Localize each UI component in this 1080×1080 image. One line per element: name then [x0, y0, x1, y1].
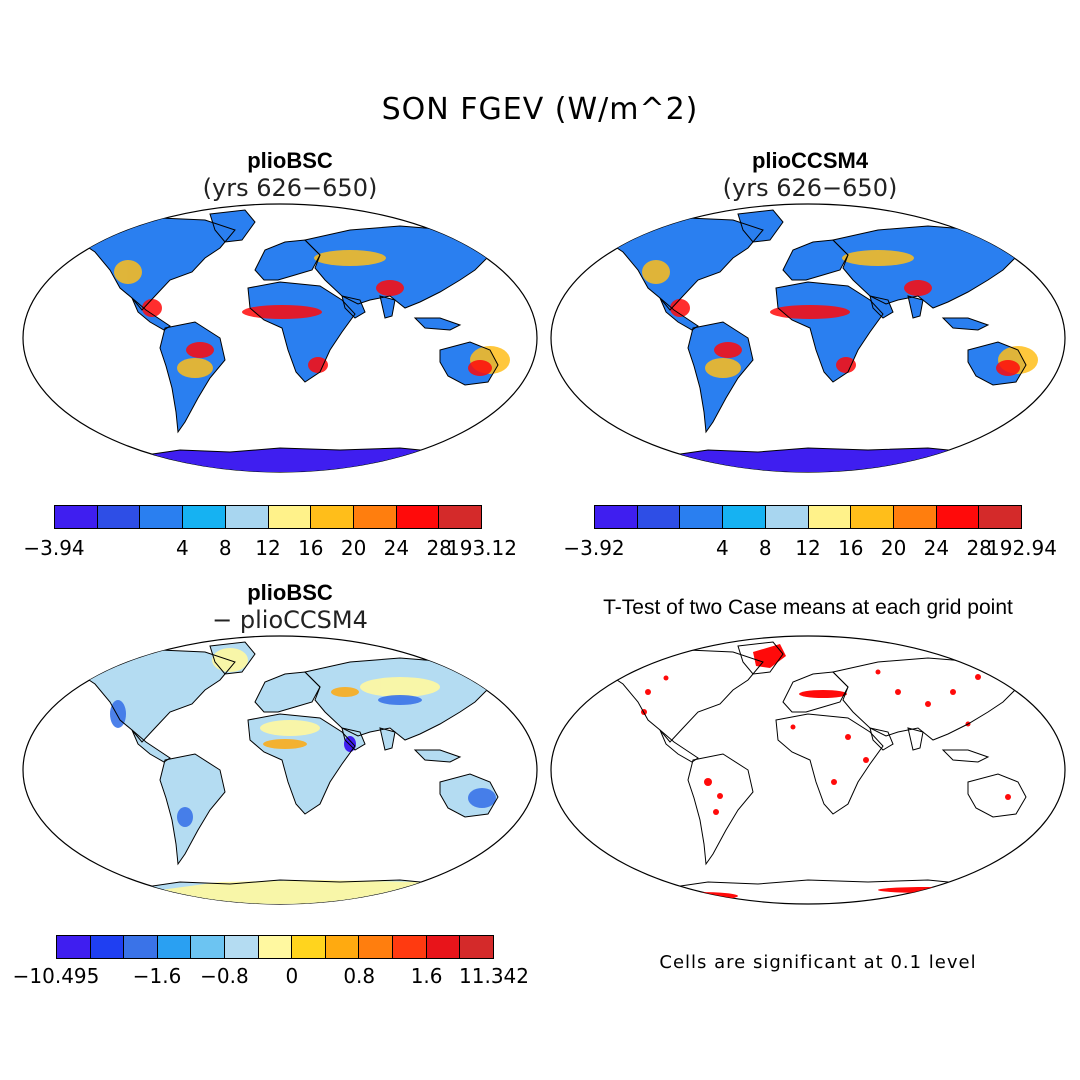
colorbar-tick-label: −10.495	[12, 964, 100, 988]
colorbar-swatch	[157, 936, 192, 958]
colorbar-swatch	[225, 936, 259, 958]
panel-title-ccsm4: plioCCSM4	[751, 148, 869, 173]
colorbar-labels-diff: −10.495 −1.6 −0.8 0 0.8 1.6 11.342	[13, 964, 529, 988]
colorbar-swatch	[97, 506, 141, 528]
colorbar-swatch	[723, 506, 766, 528]
colorbar-swatch	[359, 936, 394, 958]
panel-subtitle-diff: − plioCCSM4	[212, 606, 368, 634]
colorbar-tick-label: 28	[966, 536, 992, 560]
colorbar-tick-label: 4	[716, 536, 729, 560]
colorbar-ccsm4	[594, 505, 1022, 529]
colorbar-swatch	[426, 936, 461, 958]
colorbar-swatch	[325, 936, 360, 958]
colorbar-labels-ccsm4: −3.92 4 8 12 16 20 24 28 192.94	[563, 536, 1057, 560]
colorbar-tick-label: 12	[795, 536, 821, 560]
colorbar-tick-label: 11.342	[459, 964, 529, 988]
colorbar-tick-label: −0.8	[200, 964, 249, 988]
colorbar-swatch	[595, 506, 638, 528]
colorbar-labels-bsc: −3.94 4 8 12 16 20 24 28 193.12	[23, 536, 517, 560]
colorbar-tick-label: 20	[880, 536, 907, 560]
colorbar-swatch	[57, 936, 91, 958]
colorbar-tick-label: 16	[298, 536, 324, 560]
map-ttest	[548, 632, 1068, 908]
colorbar-diff	[56, 935, 494, 959]
colorbar-tick-label: −1.6	[132, 964, 182, 988]
colorbar-tick-label: 193.12	[447, 536, 517, 560]
colorbar-swatch	[808, 506, 852, 528]
colorbar-tick-label: −3.92	[563, 536, 625, 560]
colorbar-tick-label: 20	[340, 536, 367, 560]
colorbar-swatch	[893, 506, 937, 528]
colorbar-tick-label: 8	[218, 536, 232, 560]
colorbar-tick-label: 8	[758, 536, 772, 560]
figure-title: SON FGEV (W/m^2)	[381, 92, 699, 127]
colorbar-tick-label: 24	[383, 536, 410, 560]
colorbar-swatch	[460, 936, 493, 958]
colorbar-tick-label: −3.94	[23, 536, 85, 560]
colorbar-swatch	[268, 506, 312, 528]
colorbar-tick-label: 28	[426, 536, 452, 560]
colorbar-swatch	[396, 506, 440, 528]
colorbar-swatch	[258, 936, 293, 958]
panel-title-diff: plioBSC	[247, 580, 333, 605]
colorbar-swatch	[393, 936, 427, 958]
colorbar-tick-label: 16	[838, 536, 864, 560]
colorbar-swatch	[183, 506, 226, 528]
colorbar-swatch	[191, 936, 226, 958]
colorbar-bsc	[54, 505, 482, 529]
colorbar-swatch	[292, 936, 326, 958]
colorbar-swatch	[90, 936, 125, 958]
colorbar-swatch	[765, 506, 809, 528]
colorbar-swatch	[124, 936, 158, 958]
map-ccsm4	[548, 200, 1068, 476]
colorbar-swatch	[55, 506, 98, 528]
panel-title-bsc: plioBSC	[247, 148, 333, 173]
colorbar-swatch	[225, 506, 269, 528]
map-bsc	[20, 200, 540, 476]
colorbar-tick-label: 0	[285, 964, 299, 988]
panel-title-ttest: T-Test of two Case means at each grid po…	[603, 596, 1013, 619]
colorbar-swatch	[311, 506, 354, 528]
map-diff	[20, 632, 540, 908]
colorbar-swatch	[680, 506, 724, 528]
colorbar-tick-label: 1.6	[410, 964, 443, 988]
panel-subtitle-bsc: (yrs 626−650)	[202, 174, 378, 202]
colorbar-tick-label: 0.8	[343, 964, 376, 988]
colorbar-tick-label: 12	[255, 536, 281, 560]
colorbar-swatch	[637, 506, 681, 528]
significance-note: Cells are significant at 0.1 level	[659, 952, 977, 973]
colorbar-tick-label: 192.94	[987, 536, 1057, 560]
panel-subtitle-ccsm4: (yrs 626−650)	[722, 174, 898, 202]
colorbar-swatch	[439, 506, 482, 528]
colorbar-swatch	[979, 506, 1022, 528]
colorbar-swatch	[140, 506, 184, 528]
colorbar-swatch	[936, 506, 980, 528]
colorbar-tick-label: 4	[176, 536, 189, 560]
colorbar-swatch	[851, 506, 894, 528]
colorbar-swatch	[353, 506, 397, 528]
colorbar-tick-label: 24	[923, 536, 950, 560]
